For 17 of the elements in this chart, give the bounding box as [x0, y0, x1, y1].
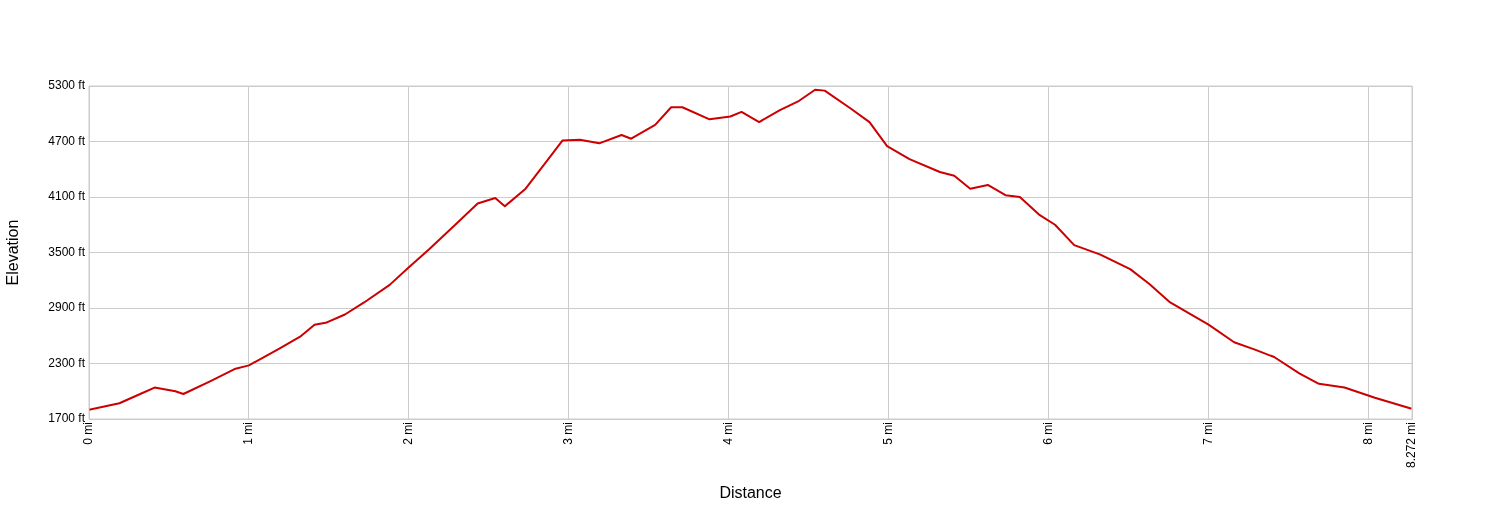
x-tick-label: 8 mi — [1360, 422, 1375, 445]
x-tick-label: 5 mi — [881, 422, 895, 445]
x-tick-label: 3 mi — [561, 422, 576, 445]
y-tick-label: 4100 ft — [48, 189, 86, 204]
x-axis-title: Distance — [719, 483, 782, 501]
y-tick-label: 5300 ft — [48, 78, 86, 93]
y-tick-label: 3500 ft — [48, 244, 86, 259]
x-tick-label: 6 mi — [1040, 422, 1055, 445]
y-tick-label: 2900 ft — [48, 300, 86, 315]
x-tick-label: 8.272 mi — [1404, 422, 1419, 469]
x-tick-label: 7 mi — [1200, 422, 1215, 445]
x-tick-label: 2 mi — [401, 422, 416, 445]
x-tick-label: 4 mi — [721, 422, 736, 445]
y-tick-label: 2300 ft — [48, 355, 86, 370]
y-axis-title: Elevation — [4, 219, 22, 286]
y-tick-label: 4700 ft — [48, 133, 86, 148]
x-tick-label: 1 mi — [241, 422, 256, 445]
